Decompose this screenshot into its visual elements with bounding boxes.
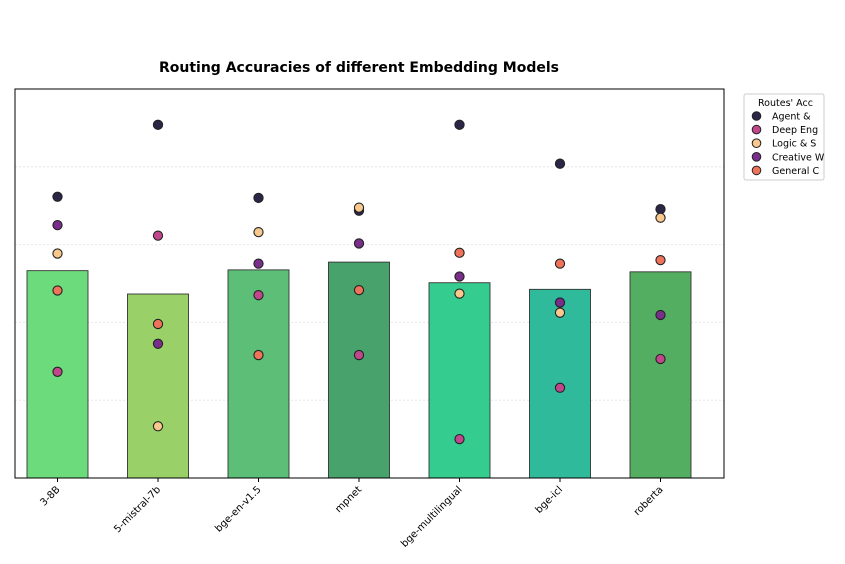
x-tick-label-5: bge-icl xyxy=(534,484,565,515)
legend-entry-1: Deep Eng xyxy=(772,125,818,136)
marker-series-3-cat-0 xyxy=(52,219,63,231)
plot-frame xyxy=(14,88,725,479)
legend-marker-3 xyxy=(751,152,762,162)
legend-entry-3: Creative W xyxy=(772,152,825,163)
legend-marker-4 xyxy=(751,165,762,176)
legend: Routes' Acc Agent & Deep Eng Logic & S Crea… xyxy=(743,93,825,181)
marker-series-2-cat-4 xyxy=(454,288,465,299)
chart-title: Routing Accuracies of different Embeddin… xyxy=(159,60,559,76)
marker-series-3-cat-6 xyxy=(655,309,666,321)
bar-4 xyxy=(428,282,491,479)
legend-frame xyxy=(743,93,825,181)
marker-series-3-cat-2 xyxy=(253,258,264,269)
marker-series-2-cat-6 xyxy=(655,212,666,223)
marker-series-0-cat-0 xyxy=(52,191,63,202)
marker-series-3-cat-3 xyxy=(353,238,365,249)
marker-series-4-cat-0 xyxy=(52,285,63,296)
marker-series-4-cat-1 xyxy=(152,318,164,330)
x-tick-label-1: 5-mistral-7b xyxy=(112,484,163,535)
x-tick-label-6: roberta xyxy=(632,484,666,518)
legend-entry-2: Logic & S xyxy=(772,139,816,150)
legend-title: Routes' Acc xyxy=(758,98,813,109)
bar-2 xyxy=(227,269,290,479)
marker-series-1-cat-4 xyxy=(454,433,465,445)
marker-series-0-cat-2 xyxy=(253,192,264,204)
marker-series-4-cat-6 xyxy=(655,255,666,266)
x-tick-label-3: mpnet xyxy=(333,484,364,515)
legend-marker-0 xyxy=(751,111,762,121)
x-tick-label-0: 3-8B xyxy=(38,484,62,508)
marker-series-0-cat-4 xyxy=(454,119,465,130)
legend-marker-1 xyxy=(751,124,762,135)
marker-series-4-cat-4 xyxy=(454,247,465,258)
route-markers xyxy=(52,119,666,445)
marker-series-4-cat-3 xyxy=(353,284,365,296)
bars xyxy=(26,261,692,479)
marker-series-4-cat-5 xyxy=(554,258,566,269)
bar-6 xyxy=(629,271,692,479)
x-tick-label-4: bge-multilingual xyxy=(399,484,464,549)
legend-entry-0: Agent & xyxy=(772,112,811,123)
marker-series-1-cat-1 xyxy=(152,230,164,241)
marker-series-3-cat-4 xyxy=(454,271,465,282)
marker-series-1-cat-3 xyxy=(353,349,365,361)
marker-series-2-cat-1 xyxy=(152,421,164,432)
marker-series-1-cat-0 xyxy=(52,366,63,377)
marker-series-1-cat-2 xyxy=(253,290,264,301)
marker-series-1-cat-6 xyxy=(655,353,666,365)
legend-entry-4: General C xyxy=(772,166,819,177)
marker-series-0-cat-1 xyxy=(152,119,164,130)
x-tick-label-2: bge-en-v1.5 xyxy=(213,484,263,534)
marker-series-2-cat-5 xyxy=(554,307,566,318)
marker-series-2-cat-0 xyxy=(52,248,63,259)
marker-series-0-cat-5 xyxy=(554,158,566,169)
bar-3 xyxy=(328,261,390,479)
legend-marker-2 xyxy=(751,138,762,148)
marker-series-0-cat-6 xyxy=(655,204,666,215)
marker-series-3-cat-5 xyxy=(554,297,566,308)
marker-series-1-cat-5 xyxy=(554,382,566,393)
x-tick-labels: 3-8B 5-mistral-7b bge-en-v1.5 mpnet bge-mult… xyxy=(38,478,666,550)
marker-series-2-cat-3 xyxy=(353,202,365,213)
marker-series-3-cat-1 xyxy=(152,338,164,349)
marker-series-4-cat-2 xyxy=(253,349,264,361)
marker-series-2-cat-2 xyxy=(253,227,264,238)
